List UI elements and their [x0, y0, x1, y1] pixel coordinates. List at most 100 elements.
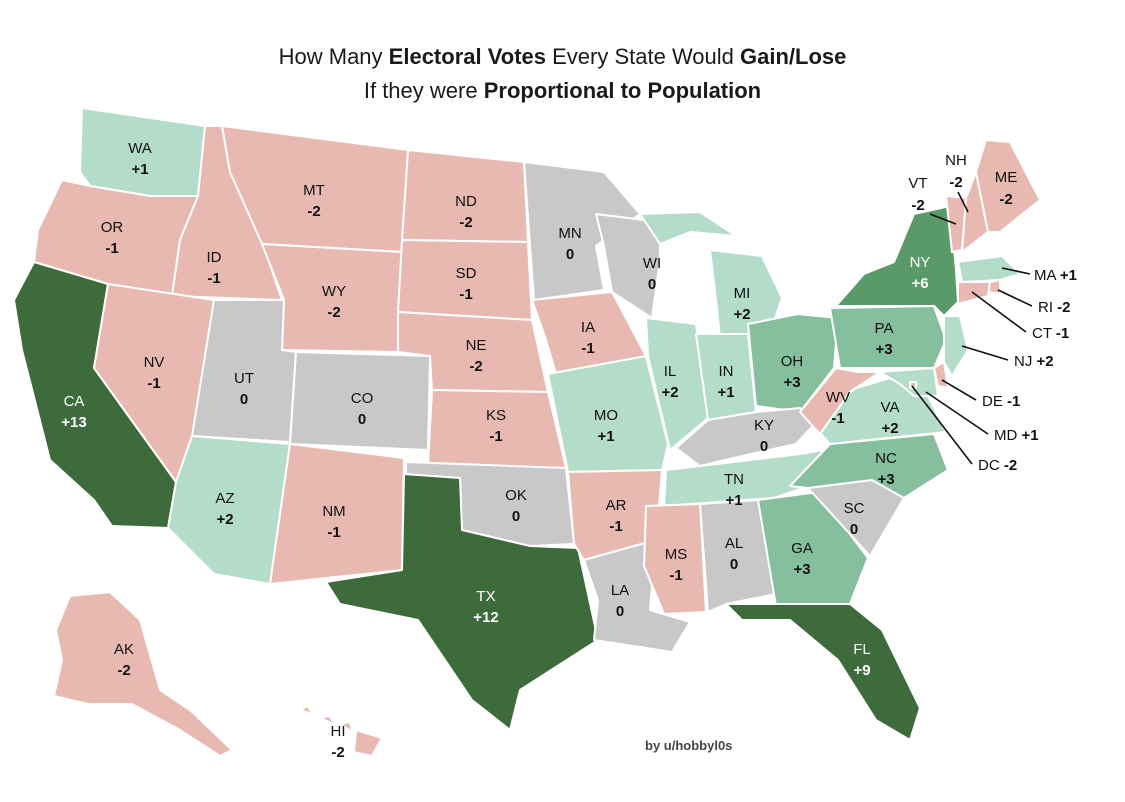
state-value-ok: 0 [512, 508, 520, 525]
state-value-ga: +3 [793, 561, 810, 578]
state-abbr-wi: WI [643, 255, 661, 272]
state-abbr-az: AZ [215, 490, 234, 507]
state-callout-md: MD +1 [994, 427, 1039, 444]
state-value-la: 0 [616, 603, 624, 620]
state-value-va: +2 [881, 420, 898, 437]
leader-line-nj [961, 345, 1009, 361]
state-callout-dc: DC -2 [978, 457, 1017, 474]
state-az [167, 435, 291, 585]
state-value-de: -1 [1007, 393, 1020, 410]
state-value-al: 0 [730, 556, 738, 573]
title-part-bold: Proportional to Population [483, 78, 762, 103]
state-al [699, 499, 777, 613]
state-abbr-ak: AK [114, 641, 134, 658]
state-abbr-ga: GA [791, 540, 813, 557]
state-abbr-ct: CT [1032, 325, 1056, 342]
title-part: If they were [363, 78, 484, 103]
title-line-2: If they were Proportional to Population [0, 74, 1125, 108]
state-abbr-me: ME [995, 169, 1018, 186]
state-il [645, 317, 709, 451]
state-abbr-ok: OK [505, 487, 527, 504]
state-abbr-mt: MT [303, 182, 325, 199]
state-abbr-ks: KS [486, 407, 506, 424]
state-callout-de: DE -1 [982, 393, 1020, 410]
state-callout-ma: MA +1 [1034, 267, 1077, 284]
state-value-ne: -2 [469, 358, 482, 375]
leader-line-ct [971, 291, 1027, 333]
state-abbr-wv: WV [826, 389, 850, 406]
state-value-ms: -1 [669, 567, 682, 584]
state-abbr-mi: MI [734, 285, 751, 302]
state-abbr-tn: TN [724, 471, 744, 488]
state-value-pa: +3 [875, 341, 892, 358]
leader-line-nh [957, 191, 969, 213]
state-value-nh: -2 [949, 174, 962, 191]
leader-line-dc [911, 385, 973, 465]
state-value-hi: -2 [331, 744, 344, 761]
state-me [975, 139, 1041, 233]
state-value-ky: 0 [760, 438, 768, 455]
state-abbr-nh: NH [945, 152, 967, 169]
state-value-mn: 0 [566, 246, 574, 263]
state-abbr-nd: ND [455, 193, 477, 210]
state-abbr-ri: RI [1038, 299, 1057, 316]
state-abbr-id: ID [207, 249, 222, 266]
state-value-nc: +3 [877, 471, 894, 488]
state-value-il: +2 [661, 384, 678, 401]
state-oh [747, 313, 839, 413]
state-value-ca: +13 [61, 414, 86, 431]
state-abbr-al: AL [725, 535, 743, 552]
state-shapes [13, 107, 1041, 757]
state-value-tx: +12 [473, 609, 498, 626]
state-abbr-in: IN [719, 363, 734, 380]
state-abbr-dc: DC [978, 457, 1004, 474]
leader-line-vt [929, 213, 957, 225]
state-value-wy: -2 [327, 304, 340, 321]
state-callout-ri: RI -2 [1038, 299, 1071, 316]
state-value-wv: -1 [831, 410, 844, 427]
state-value-ar: -1 [609, 518, 622, 535]
state-ak [53, 591, 233, 757]
state-abbr-oh: OH [781, 353, 804, 370]
state-value-mt: -2 [307, 203, 320, 220]
state-abbr-ky: KY [754, 417, 774, 434]
state-abbr-md: MD [994, 427, 1022, 444]
state-abbr-nc: NC [875, 450, 897, 467]
state-callout-nj: NJ +2 [1014, 353, 1054, 370]
state-value-ut: 0 [240, 391, 248, 408]
title-part: How Many [278, 44, 389, 69]
state-abbr-sc: SC [844, 500, 865, 517]
state-value-ia: -1 [581, 340, 594, 357]
state-value-wa: +1 [131, 161, 148, 178]
state-value-ks: -1 [489, 428, 502, 445]
leader-line-md [925, 391, 989, 435]
state-mo [547, 355, 669, 473]
state-abbr-va: VA [881, 399, 900, 416]
state-value-me: -2 [999, 191, 1012, 208]
state-abbr-ca: CA [64, 393, 85, 410]
author-credit: by u/hobbyl0s [645, 738, 733, 753]
state-ms [643, 503, 707, 615]
title-line-1: How Many Electoral Votes Every State Wou… [0, 40, 1125, 74]
state-wy [261, 243, 403, 353]
state-abbr-wy: WY [322, 283, 346, 300]
leader-line-de [941, 379, 977, 401]
state-abbr-pa: PA [875, 320, 894, 337]
state-value-id: -1 [207, 270, 220, 287]
state-value-fl: +9 [853, 662, 870, 679]
state-abbr-il: IL [664, 363, 677, 380]
state-abbr-ny: NY [910, 254, 931, 271]
leader-line-ri [997, 289, 1033, 307]
state-abbr-ne: NE [466, 337, 487, 354]
state-abbr-nm: NM [322, 503, 345, 520]
state-abbr-mn: MN [558, 225, 581, 242]
map-title: How Many Electoral Votes Every State Wou… [0, 40, 1125, 108]
state-tx [325, 473, 599, 731]
state-value-mi: +2 [733, 306, 750, 323]
state-abbr-nv: NV [144, 354, 165, 371]
leader-line-ma [1001, 267, 1031, 275]
state-value-wi: 0 [648, 276, 656, 293]
state-pa [829, 305, 947, 369]
